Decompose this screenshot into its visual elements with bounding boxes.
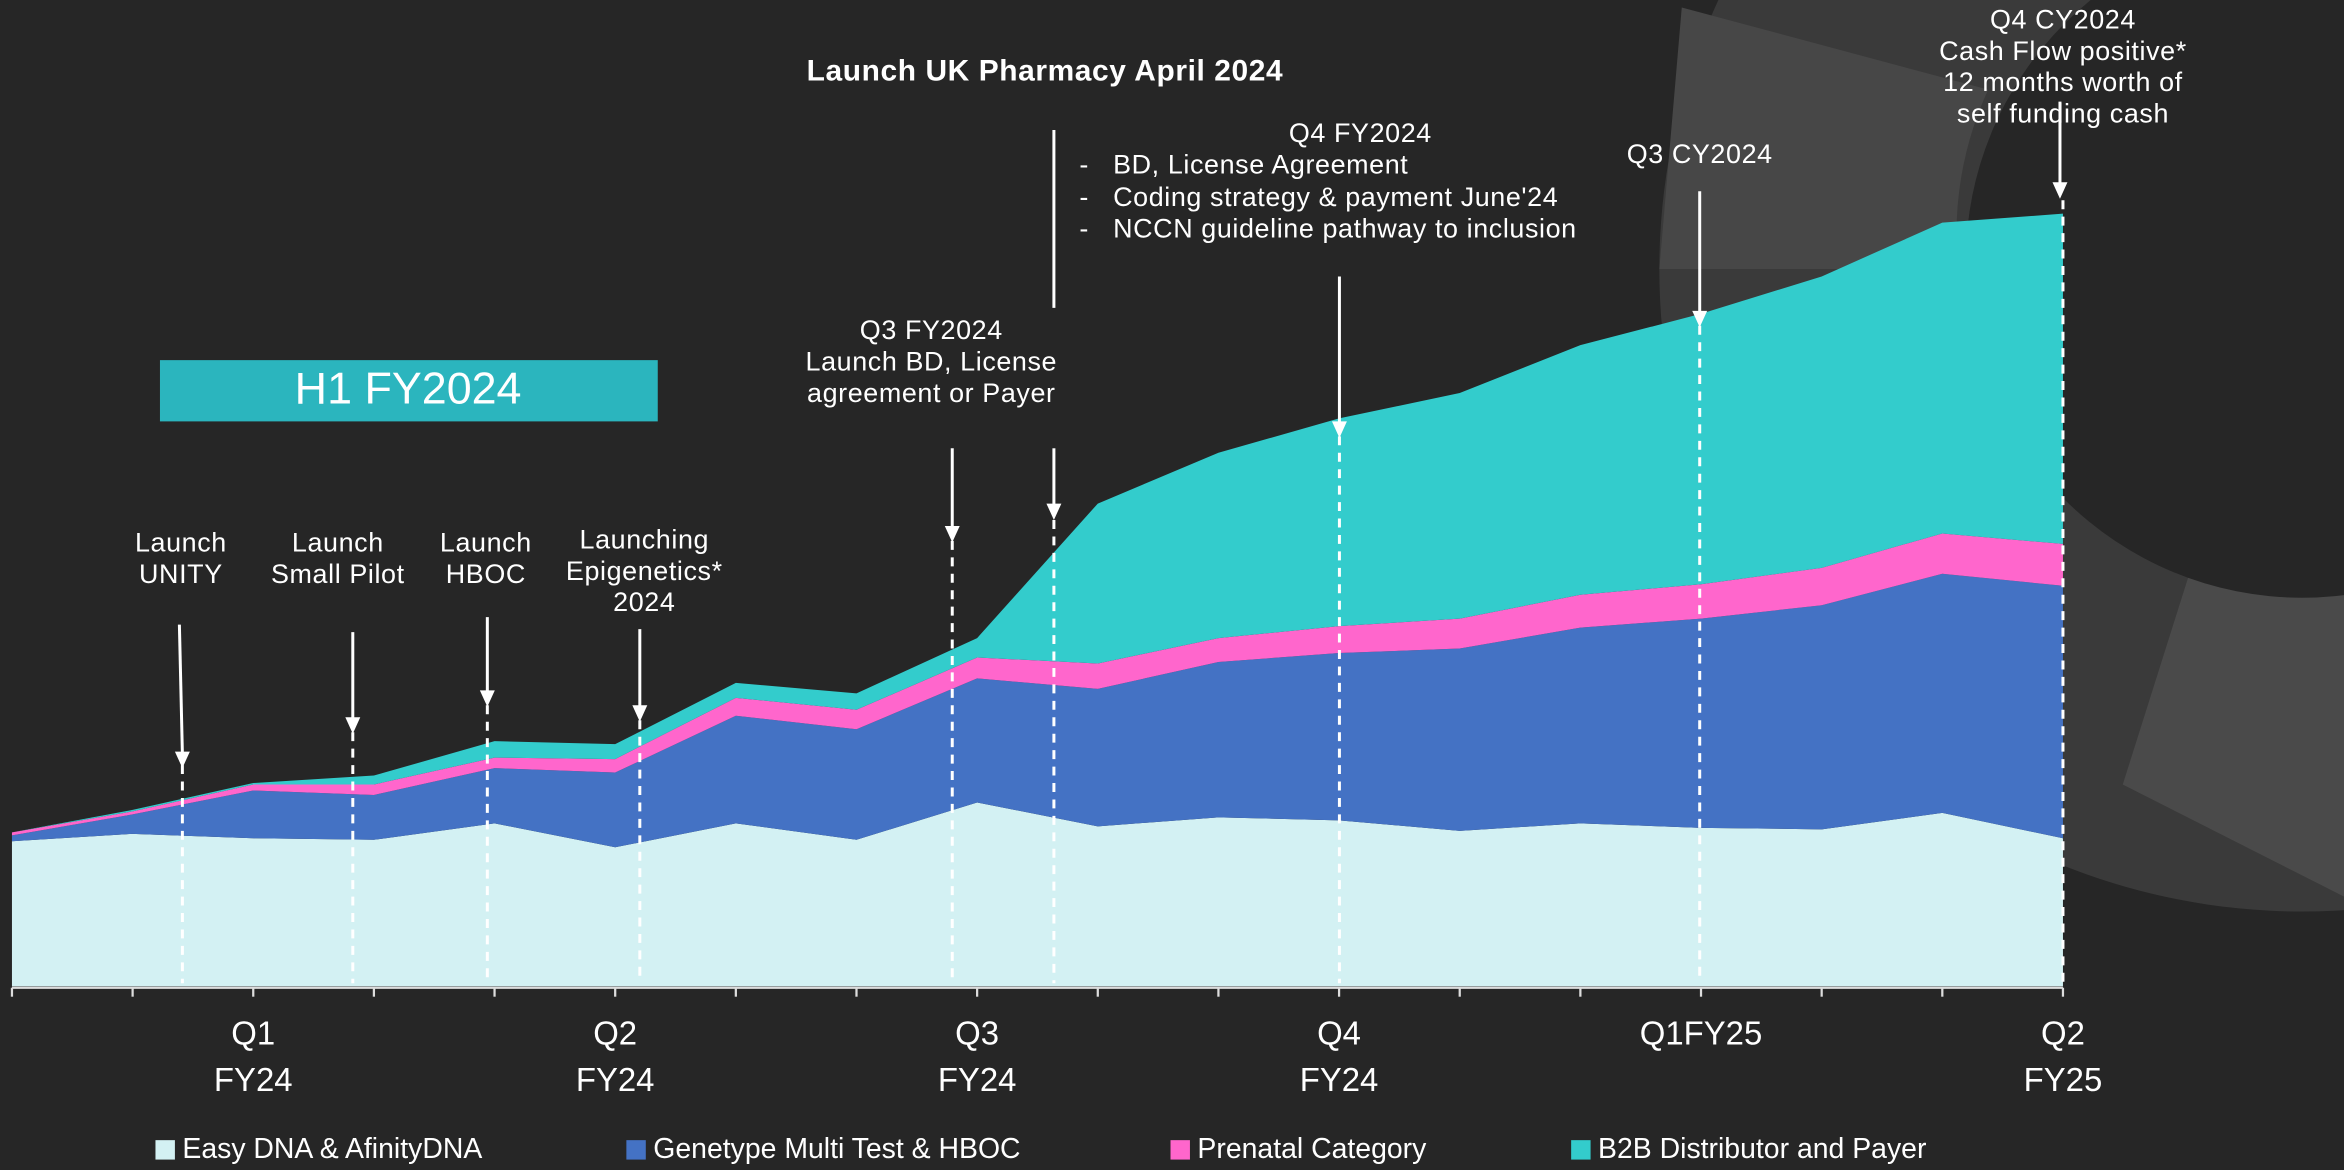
arrowhead (945, 526, 960, 542)
legend-label: Easy DNA & AfinityDNA (182, 1134, 482, 1165)
headline: Launch UK Pharmacy April 2024 (807, 57, 1283, 88)
annotation: Launch Small Pilot (271, 527, 405, 590)
legend-item: Easy DNA & AfinityDNA (155, 1134, 482, 1167)
annotation: Q3 CY2024 (1627, 139, 1773, 170)
arrowhead (632, 705, 647, 721)
arrow (179, 625, 182, 754)
arrowhead (1046, 504, 1061, 520)
annotation: Launch HBOC (440, 527, 532, 590)
legend-label: B2B Distributor and Payer (1598, 1134, 1926, 1165)
x-tick-label: Q2 FY24 (576, 1010, 655, 1103)
legend-item: B2B Distributor and Payer (1571, 1134, 1926, 1167)
x-tick-label: Q4 FY24 (1300, 1010, 1379, 1103)
bullet: - NCCN guideline pathway to inclusion (1079, 214, 1576, 245)
x-tick-label: Q1FY25 (1640, 1010, 1762, 1056)
arrowhead (480, 690, 495, 706)
legend-swatch (155, 1140, 174, 1159)
slide: H1 FY2024 Launch UK Pharmacy April 2024 … (0, 0, 2344, 1170)
annotation: Q4 FY2024 (1289, 118, 1432, 149)
arrowhead (345, 717, 360, 733)
badge-text: H1 FY2024 (295, 362, 522, 413)
x-tick-label: Q3 FY24 (938, 1010, 1017, 1103)
legend-swatch (1571, 1140, 1590, 1159)
annotation: Q4 CY2024 Cash Flow positive* 12 months … (1922, 4, 2203, 130)
legend-item: Prenatal Category (1171, 1134, 1427, 1167)
annotation: Launching Epigenetics* 2024 (566, 524, 723, 618)
legend-swatch (1171, 1140, 1190, 1159)
annotation: Q3 FY2024 Launch BD, License agreement o… (806, 315, 1058, 409)
page: H1 FY2024 Launch UK Pharmacy April 2024 … (0, 0, 2344, 1170)
x-tick-label: Q2 FY25 (2024, 1010, 2103, 1103)
legend-label: Genetype Multi Test & HBOC (653, 1134, 1020, 1165)
legend-label: Prenatal Category (1197, 1134, 1426, 1165)
annotation: Launch UNITY (135, 527, 227, 590)
legend-swatch (626, 1140, 645, 1159)
bullet: - BD, License Agreement (1079, 149, 1408, 180)
legend-item: Genetype Multi Test & HBOC (626, 1134, 1020, 1167)
bullet: - Coding strategy & payment June'24 (1079, 182, 1558, 213)
arrowhead (175, 752, 190, 768)
x-tick-label: Q1 FY24 (214, 1010, 293, 1103)
